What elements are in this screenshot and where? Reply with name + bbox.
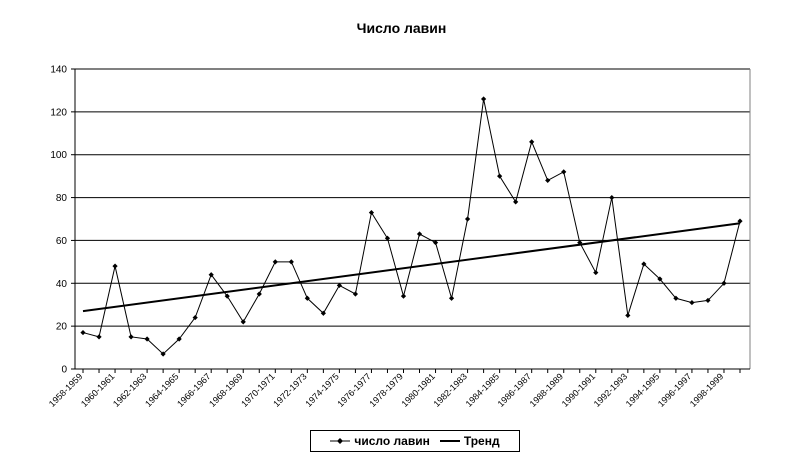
x-tick-label: 1982-1983 (431, 371, 469, 409)
legend-entry-trend: Тренд (439, 434, 500, 448)
x-tick-label: 1996-1997 (656, 371, 694, 409)
x-tick-label: 1980-1981 (399, 371, 437, 409)
x-tick-label: 1990-1991 (560, 371, 598, 409)
data-point (497, 173, 503, 179)
data-point (288, 259, 294, 265)
data-point (304, 295, 310, 301)
x-tick-label: 1960-1961 (79, 371, 117, 409)
data-point (176, 336, 182, 342)
legend-label-series: число лавин (354, 434, 430, 448)
x-tick-label: 1978-1979 (367, 371, 405, 409)
data-point (529, 139, 535, 145)
data-point (208, 272, 214, 278)
y-tick-label: 60 (56, 236, 68, 247)
data-point (272, 259, 278, 265)
data-point (96, 334, 102, 340)
data-point (368, 209, 375, 216)
y-tick-label: 80 (56, 193, 68, 204)
data-point (144, 336, 150, 342)
data-point (416, 231, 423, 237)
x-tick-label: 1992-1993 (592, 371, 630, 409)
x-tick-label: 1970-1971 (239, 371, 277, 409)
data-point (128, 334, 134, 340)
legend: число лавин Тренд (310, 430, 520, 452)
data-point (705, 297, 711, 304)
y-tick-label: 0 (61, 365, 67, 376)
x-tick-label: 1972-1973 (271, 371, 309, 409)
x-tick-label: 1988-1989 (528, 371, 566, 409)
data-point (112, 263, 118, 269)
data-point (737, 218, 743, 224)
legend-label-trend: Тренд (463, 434, 500, 448)
data-point (689, 299, 695, 306)
y-tick-label: 40 (56, 279, 68, 290)
data-point (481, 96, 487, 102)
data-point (240, 319, 246, 325)
legend-entry-series: число лавин (330, 434, 430, 448)
x-tick-label: 1998-1999 (688, 371, 726, 409)
data-point (513, 199, 519, 205)
data-point (593, 269, 599, 276)
trend-line-icon (439, 436, 460, 446)
data-point (721, 280, 727, 286)
x-tick-label: 1984-1985 (464, 371, 502, 409)
data-point (464, 216, 471, 222)
data-point (192, 314, 198, 321)
data-point (432, 239, 439, 246)
x-tick-label: 1974-1975 (303, 371, 341, 409)
data-point (336, 282, 342, 289)
x-tick-label: 1962-1963 (111, 371, 149, 409)
data-point (352, 291, 359, 297)
data-point (545, 177, 551, 184)
data-point (400, 293, 407, 299)
trend-line (82, 222, 741, 313)
x-tick-label: 1958-1959 (47, 371, 85, 409)
x-tick-label: 1968-1969 (207, 371, 245, 409)
data-point (448, 295, 455, 301)
data-point (224, 293, 230, 299)
x-tick-label: 1964-1965 (143, 371, 181, 409)
y-tick-label: 100 (50, 150, 67, 161)
y-tick-label: 20 (56, 322, 68, 333)
x-tick-label: 1976-1977 (335, 371, 373, 409)
data-point (657, 276, 663, 282)
y-tick-label: 140 (50, 65, 67, 76)
x-tick-label: 1986-1987 (496, 371, 534, 409)
data-point (320, 310, 326, 316)
y-tick-label: 120 (50, 107, 67, 118)
data-point (80, 329, 86, 336)
data-point (641, 261, 647, 267)
x-tick-label: 1966-1967 (175, 371, 213, 409)
diamond-marker-icon (330, 436, 351, 446)
data-point (561, 169, 567, 175)
data-point (160, 351, 166, 357)
data-point (384, 235, 391, 241)
data-point (673, 295, 679, 301)
data-point (609, 194, 615, 201)
data-point (256, 291, 262, 297)
data-point (577, 239, 583, 246)
x-tick-label: 1994-1995 (624, 371, 662, 409)
data-point (625, 312, 631, 319)
chart-title: Число лавин (356, 20, 447, 36)
series-line (82, 98, 741, 355)
